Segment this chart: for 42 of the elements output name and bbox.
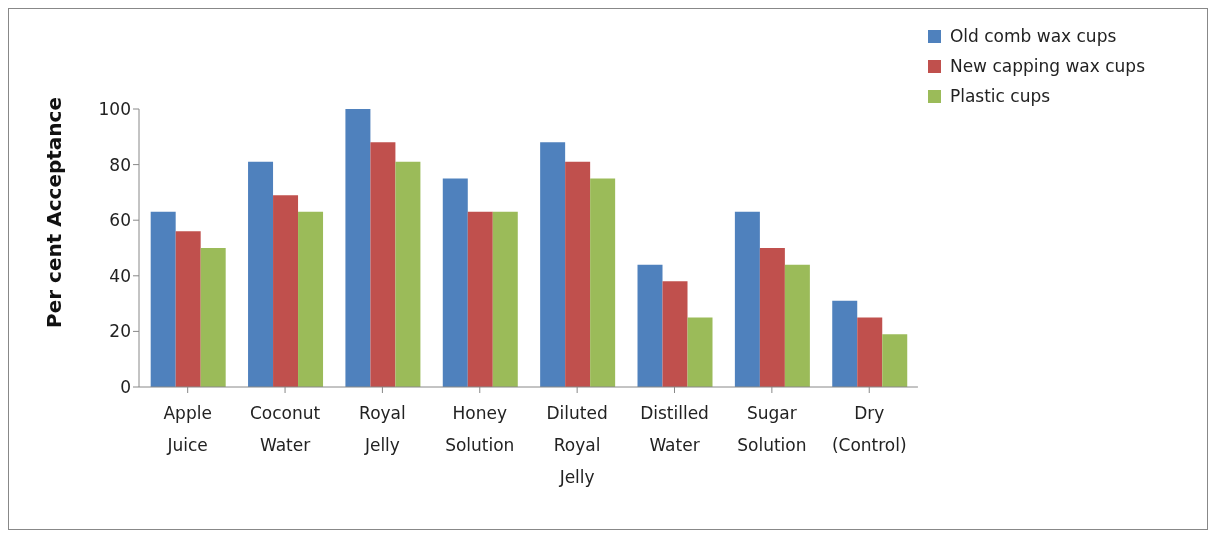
bar xyxy=(467,211,493,387)
x-tick-label: Honey Solution xyxy=(445,403,515,455)
bar xyxy=(150,211,176,387)
legend-label: New capping wax cups xyxy=(949,55,1145,78)
bar xyxy=(662,281,688,387)
bar xyxy=(734,211,760,387)
y-tick-label: 40 xyxy=(109,265,131,286)
x-tick-label: Sugar Solution xyxy=(737,403,807,455)
bar xyxy=(540,142,566,387)
x-tick-label: Distilled Water xyxy=(640,403,709,455)
x-tick-label: Royal Jelly xyxy=(359,403,406,455)
bar xyxy=(395,161,421,387)
bar xyxy=(759,248,785,387)
legend-label: Plastic cups xyxy=(949,85,1051,108)
bar xyxy=(492,211,518,387)
bar xyxy=(442,178,468,387)
bar xyxy=(345,109,371,387)
bar xyxy=(882,334,908,387)
bar xyxy=(565,161,591,387)
y-tick-label: 80 xyxy=(109,154,131,175)
bar xyxy=(637,264,663,387)
bar xyxy=(200,248,226,387)
y-axis-title: Per cent Acceptance xyxy=(42,96,67,328)
y-tick-label: 0 xyxy=(120,377,131,398)
y-tick-label: 100 xyxy=(98,99,131,120)
bar xyxy=(298,211,324,387)
bar xyxy=(370,142,396,387)
bar xyxy=(857,317,883,387)
bar xyxy=(687,317,713,387)
y-tick-label: 20 xyxy=(109,321,131,342)
legend-label: Old comb wax cups xyxy=(949,25,1117,48)
x-tick-label: Coconut Water xyxy=(249,403,321,455)
bar xyxy=(175,231,201,387)
bar xyxy=(590,178,616,387)
bar xyxy=(273,195,299,387)
bar xyxy=(248,161,274,387)
x-tick-label: Diluted Royal Jelly xyxy=(546,403,608,487)
x-tick-label: Apple Juice xyxy=(163,403,212,455)
bar xyxy=(832,300,858,387)
bar xyxy=(784,264,810,387)
y-tick-label: 60 xyxy=(109,210,131,231)
x-tick-label: Dry (Control) xyxy=(831,403,907,455)
